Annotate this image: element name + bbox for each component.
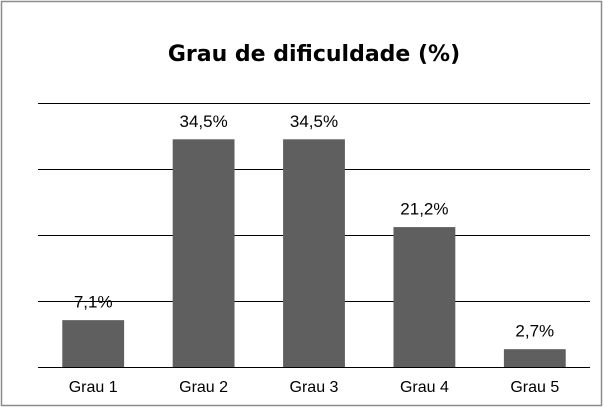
bar [393, 227, 456, 367]
data-label: 21,2% [400, 200, 448, 219]
x-tick-label: Grau 3 [290, 379, 339, 396]
x-tick-label: Grau 2 [179, 379, 228, 396]
x-tick-label: Grau 4 [400, 379, 449, 396]
chart-title: Grau de dificuldade (%) [168, 42, 460, 67]
data-label: 34,5% [290, 112, 338, 131]
bar [172, 139, 235, 367]
x-tick-label: Grau 5 [510, 379, 559, 396]
bar [503, 349, 566, 367]
data-label: 2,7% [515, 322, 554, 341]
data-label: 7,1% [74, 293, 113, 312]
bar [62, 320, 125, 367]
bar [283, 139, 345, 367]
x-tick-label: Grau 1 [69, 379, 118, 396]
data-label: 34,5% [179, 112, 227, 131]
